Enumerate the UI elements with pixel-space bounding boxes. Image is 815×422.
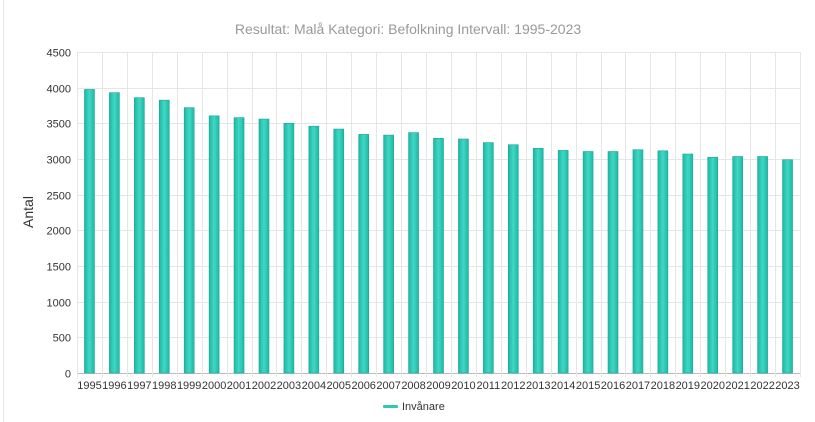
bar-2014[interactable] <box>557 150 569 374</box>
x-tick-label: 2001 <box>227 380 251 392</box>
x-tick-label: 2011 <box>477 380 501 392</box>
x-tick-label: 2017 <box>626 380 650 392</box>
bar-2004[interactable] <box>308 125 320 374</box>
bar-1997[interactable] <box>134 97 145 374</box>
x-tick-label: 2006 <box>351 380 375 392</box>
x-axis-ticks: 1995 1996 1997 1998 1999 2000 2001 2002 2003 2004… <box>77 380 800 392</box>
x-tick-label: 1995 <box>77 380 101 392</box>
x-tick-label: 2005 <box>327 380 351 392</box>
x-tick-label: 2008 <box>401 380 425 392</box>
y-tick-label: 4000 <box>47 84 71 96</box>
bars <box>84 89 793 374</box>
bar-2002[interactable] <box>258 118 270 374</box>
bar-2001[interactable] <box>233 117 245 374</box>
x-tick-label: 2004 <box>302 380 326 392</box>
bar-2006[interactable] <box>358 134 370 374</box>
x-tick-label: 1997 <box>127 380 151 392</box>
x-tick-label: 1999 <box>177 380 201 392</box>
x-tick-label: 2022 <box>750 380 774 392</box>
left-divider <box>3 0 4 422</box>
x-tick-label: 2012 <box>501 380 525 392</box>
y-tick-label: 4500 <box>47 48 71 60</box>
chart-title: Resultat: Malå Kategori: Befolkning Inte… <box>235 21 582 37</box>
bar-2012[interactable] <box>507 144 519 374</box>
x-tick-label: 1998 <box>152 380 176 392</box>
bar-2000[interactable] <box>208 115 220 374</box>
bar-2021[interactable] <box>732 156 743 374</box>
y-axis-label: Antal <box>20 196 36 228</box>
bar-2017[interactable] <box>632 149 644 374</box>
bar-2008[interactable] <box>408 132 419 374</box>
x-tick-label: 2009 <box>426 380 450 392</box>
y-axis-ticks: 0 500 1000 1500 2000 2500 3000 3500 4000 4500 <box>47 48 71 381</box>
x-tick-label: 2013 <box>526 380 550 392</box>
bar-2023[interactable] <box>782 159 793 374</box>
y-tick-label: 3500 <box>47 119 71 131</box>
x-tick-label: 1996 <box>102 380 126 392</box>
y-tick-label: 500 <box>53 333 71 345</box>
bar-2005[interactable] <box>333 128 345 374</box>
x-tick-label: 2021 <box>725 380 749 392</box>
bar-2003[interactable] <box>283 123 295 374</box>
grid <box>77 52 801 377</box>
x-tick-label: 2023 <box>775 380 799 392</box>
x-tick-label: 2019 <box>676 380 700 392</box>
bar-2013[interactable] <box>532 148 544 374</box>
bar-2011[interactable] <box>483 142 494 374</box>
y-tick-label: 2000 <box>47 226 71 238</box>
bar-2022[interactable] <box>757 156 768 374</box>
bar-2018[interactable] <box>657 150 669 374</box>
y-tick-label: 1500 <box>47 262 71 274</box>
bar-2020[interactable] <box>707 156 719 374</box>
legend-label: Invånare <box>402 401 445 413</box>
x-tick-label: 2007 <box>376 380 400 392</box>
x-tick-label: 2020 <box>700 380 724 392</box>
bar-1998[interactable] <box>158 99 170 374</box>
bar-1995[interactable] <box>84 89 95 374</box>
y-tick-label: 1000 <box>47 298 71 310</box>
x-tick-label: 2003 <box>277 380 301 392</box>
bar-2016[interactable] <box>607 151 619 374</box>
y-tick-label: 0 <box>65 369 71 381</box>
x-tick-label: 2014 <box>551 380 575 392</box>
x-tick-label: 2016 <box>601 380 625 392</box>
x-tick-label: 2015 <box>576 380 600 392</box>
x-tick-label: 2002 <box>252 380 276 392</box>
y-tick-label: 2500 <box>47 191 71 203</box>
bar-2019[interactable] <box>682 153 694 374</box>
x-tick-label: 2018 <box>651 380 675 392</box>
bar-1999[interactable] <box>183 107 195 374</box>
x-tick-label: 2000 <box>202 380 226 392</box>
bar-2007[interactable] <box>383 134 394 374</box>
bar-2015[interactable] <box>582 151 594 374</box>
bar-2009[interactable] <box>433 138 444 374</box>
legend[interactable]: Invånare <box>383 401 445 413</box>
bar-1996[interactable] <box>109 92 120 374</box>
bar-2010[interactable] <box>458 138 469 374</box>
y-tick-label: 3000 <box>47 155 71 167</box>
x-tick-label: 2010 <box>451 380 475 392</box>
legend-swatch <box>383 405 398 408</box>
